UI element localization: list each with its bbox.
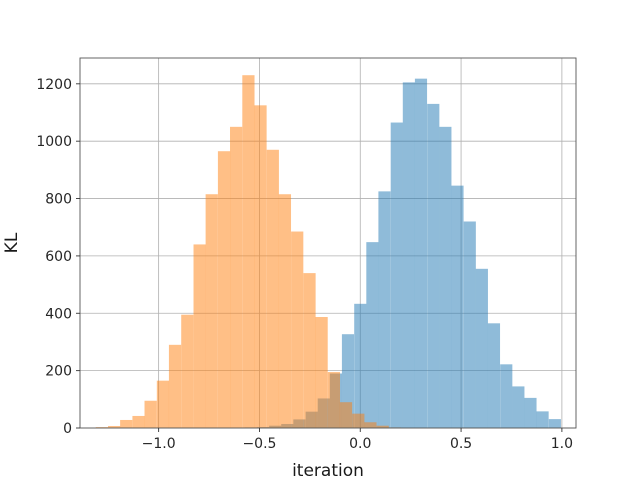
histogram-bars [95, 75, 561, 429]
histogram-bar [278, 194, 292, 428]
histogram-bar [205, 194, 218, 428]
histogram-bar [390, 122, 403, 428]
histogram-bar [132, 415, 145, 428]
histogram-bar [524, 397, 537, 428]
histogram-bar [303, 273, 316, 428]
y-tick-label: 1200 [36, 77, 72, 93]
histogram-bar [512, 386, 525, 428]
histogram-bar [339, 402, 353, 428]
histogram-bar [402, 82, 415, 428]
histogram-bar [414, 78, 428, 429]
histogram-bar [327, 372, 341, 428]
x-axis-label: iteration [292, 461, 364, 480]
x-tick-label: 1.0 [551, 436, 573, 452]
y-tick-label: 0 [63, 421, 72, 437]
x-tick-label: −0.5 [242, 436, 276, 452]
histogram-bar [168, 344, 182, 428]
histogram-bar [463, 221, 476, 428]
histogram-bar [352, 413, 365, 428]
histogram-bar [364, 422, 377, 428]
histogram-bar [548, 419, 561, 428]
histogram-bar [144, 400, 157, 428]
x-tick-label: 0.0 [349, 436, 371, 452]
histogram-bar [366, 242, 379, 428]
y-tick-label: 200 [45, 364, 72, 380]
y-tick-label: 1000 [36, 134, 72, 150]
histogram-bar [217, 151, 231, 429]
histogram-bar [242, 75, 255, 429]
histogram-bar [315, 317, 328, 428]
y-tick-label: 600 [45, 249, 72, 265]
histogram-bar [451, 185, 464, 428]
histogram-bar [487, 323, 501, 428]
histogram-bar [291, 231, 304, 428]
plot-frame [79, 57, 577, 429]
histogram-bar [376, 425, 389, 428]
histogram-bar [439, 126, 452, 428]
y-tick-label: 400 [45, 306, 72, 322]
histogram-bar [193, 244, 206, 428]
histogram-bar [120, 419, 133, 428]
histogram-bar [475, 268, 488, 428]
y-axis-label: KL [2, 232, 22, 253]
y-tick-label: 800 [45, 192, 72, 208]
histogram-bar [266, 149, 279, 428]
histogram-bar [378, 191, 391, 428]
x-tick-label: −1.0 [142, 436, 176, 452]
histogram-bar [108, 425, 121, 428]
histogram-bar [230, 126, 243, 428]
x-tick-label: 0.5 [450, 436, 472, 452]
histogram-bar [156, 380, 170, 428]
histogram-bar [181, 314, 194, 428]
histogram-bar [536, 411, 549, 428]
histogram-bar [500, 364, 513, 428]
series-0-bars [244, 78, 561, 429]
histogram-bar [254, 105, 267, 428]
histogram-bar [427, 103, 440, 428]
histogram-bar [354, 303, 367, 428]
series-1-bars [95, 75, 401, 429]
axis-ticks: −1.0 −0.5 0.0 0.5 1.0 0 200 400 600 800 1000 1200 [36, 77, 573, 452]
